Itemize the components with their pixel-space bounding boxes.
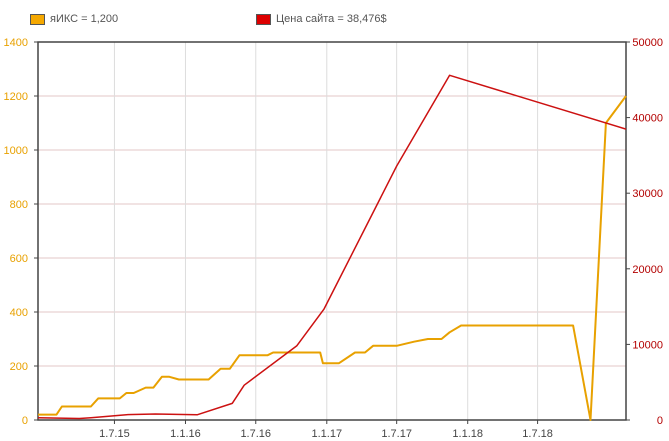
y-right-tick-label: 20000 <box>632 264 663 276</box>
y-left-tick-label: 0 <box>22 415 28 427</box>
y-left-tick-label: 1200 <box>4 91 28 103</box>
plot-frame <box>37 41 627 421</box>
legend-swatch-yiks <box>30 13 45 25</box>
legend-item-yiks[interactable]: яИКС = 1,200 <box>30 11 118 27</box>
series-line-yiks <box>38 95 627 421</box>
x-tick-label: 1.1.18 <box>452 428 483 440</box>
x-tick-label: 1.1.16 <box>170 428 201 440</box>
y-right-tick-label: 10000 <box>632 339 663 351</box>
x-tick-label: 1.7.18 <box>522 428 553 440</box>
y-left-tick-label: 400 <box>10 307 28 319</box>
y-left-tick-label: 200 <box>10 361 28 373</box>
y-left-tick-label: 800 <box>10 199 28 211</box>
x-tick-label: 1.7.15 <box>99 428 130 440</box>
legend-item-site-price[interactable]: Цена сайта = 38,476$ <box>256 11 387 27</box>
y-right-tick-label: 50000 <box>632 37 663 49</box>
y-left-tick-label: 600 <box>10 253 28 265</box>
y-right-tick-label: 0 <box>657 415 663 427</box>
x-tick-label: 1.1.17 <box>311 428 342 440</box>
x-tick-label: 1.7.16 <box>240 428 271 440</box>
y-left-tick-label: 1000 <box>4 145 28 157</box>
y-right-tick-label: 30000 <box>632 188 663 200</box>
legend-swatch-site-price <box>256 13 271 25</box>
y-right-tick-label: 40000 <box>632 113 663 125</box>
x-tick-label: 1.7.17 <box>381 428 412 440</box>
series-line-site-price <box>37 74 627 420</box>
legend-label-yiks: яИКС = 1,200 <box>50 13 119 25</box>
y-left-tick-label: 1400 <box>4 37 28 49</box>
legend-label-site-price: Цена сайта = 38,476$ <box>276 13 387 25</box>
